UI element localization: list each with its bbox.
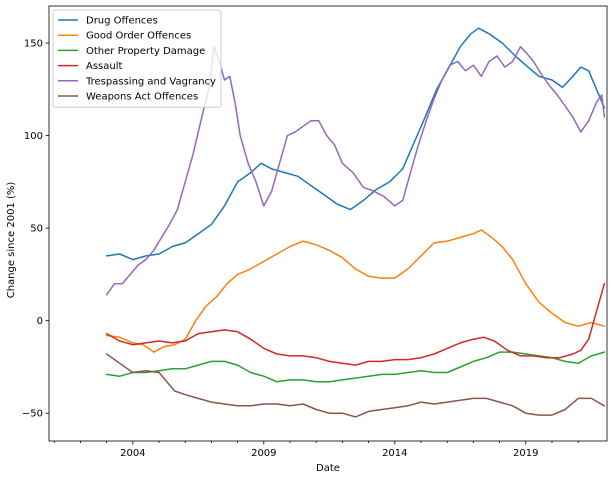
series-line-trespassing-and-vagrancy	[105, 45, 606, 296]
legend-label: Good Order Offences	[86, 31, 191, 42]
legend-label: Weapons Act Offences	[86, 92, 198, 103]
y-axis-label: Change since 2001 (%)	[6, 182, 17, 299]
series-line-drug-offences	[105, 27, 606, 261]
series-line-good-order-offences	[105, 229, 606, 353]
x-tick-label: 2009	[251, 448, 276, 459]
legend: Drug Offences Good Order Offences Other Pr…	[52, 9, 222, 108]
y-tick-label: 150	[24, 39, 43, 50]
y-axis-ticks: −50 0 50 100 150	[22, 39, 49, 420]
series-lines	[105, 27, 606, 418]
plot-border	[48, 5, 608, 442]
x-tick-label: 2019	[513, 448, 538, 459]
legend-frame	[52, 9, 222, 108]
x-axis-ticks: 2004 2009 2014 2019	[53, 441, 579, 459]
legend-label: Other Property Damage	[86, 46, 205, 57]
y-tick-label: 0	[37, 316, 43, 327]
legend-label: Assault	[86, 61, 123, 72]
series-line-weapons-act-offences	[105, 353, 606, 418]
series-line-assault	[105, 282, 606, 366]
legend-label: Trespassing and Vagrancy	[85, 76, 216, 87]
x-axis-label: Date	[316, 463, 340, 474]
plot-frame	[48, 5, 608, 442]
y-tick-label: 100	[24, 131, 43, 142]
y-tick-label: 50	[30, 224, 43, 235]
y-tick-label: −50	[22, 409, 43, 420]
x-tick-label: 2004	[120, 448, 145, 459]
x-tick-label: 2014	[382, 448, 407, 459]
series-line-other-property-damage	[105, 351, 606, 383]
legend-label: Drug Offences	[86, 16, 158, 27]
